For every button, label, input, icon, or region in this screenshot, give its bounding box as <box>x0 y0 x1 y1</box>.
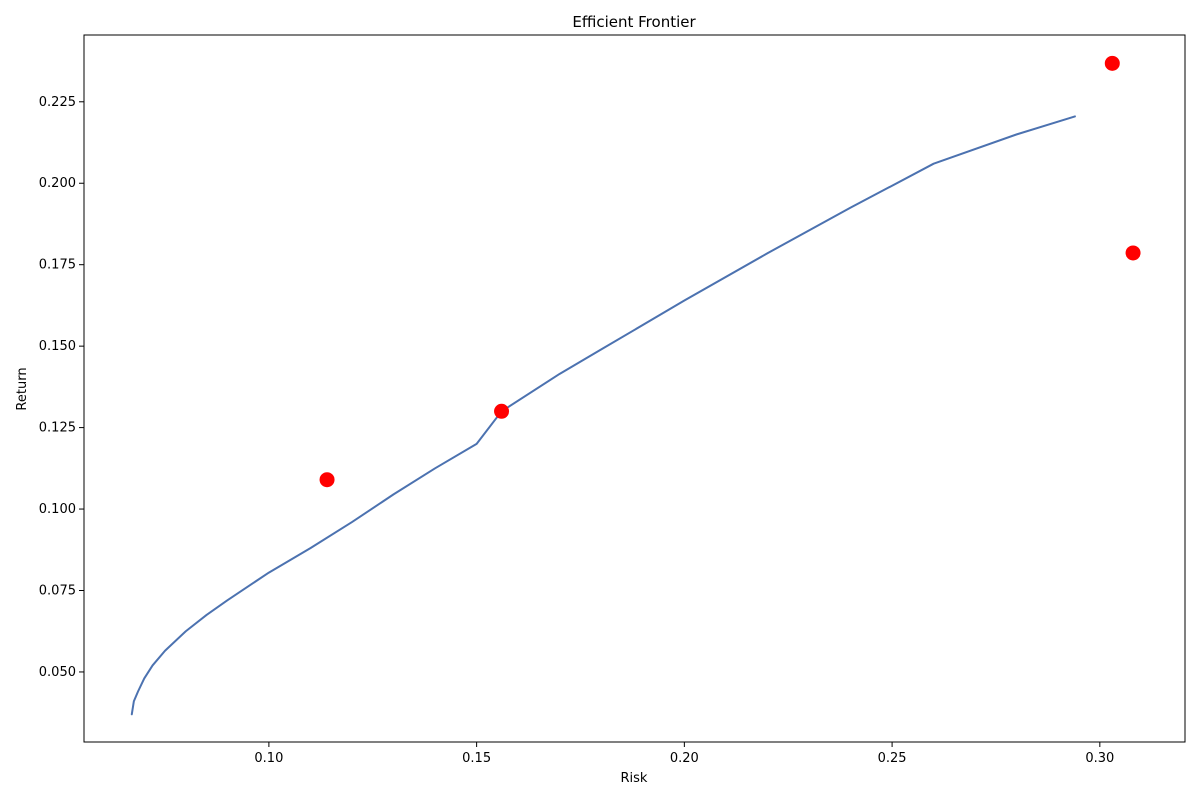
scatter-point-3 <box>1104 55 1120 71</box>
y-axis-label: Return <box>15 367 30 410</box>
y-tick-label: 0.200 <box>39 176 76 191</box>
x-tick-label: 0.25 <box>878 751 907 766</box>
x-tick-label: 0.10 <box>254 751 283 766</box>
y-tick-label: 0.175 <box>39 258 76 273</box>
x-tick-label: 0.30 <box>1085 751 1114 766</box>
scatter-point-1 <box>319 472 335 488</box>
plot-frame <box>83 34 1186 743</box>
plot-area: 0.10 0.15 0.20 0.25 0.30 0.050 0.075 0.100 0.125… <box>39 34 1186 766</box>
y-tick-label: 0.075 <box>39 584 76 599</box>
y-tick-label: 0.100 <box>39 502 76 517</box>
x-axis-label: Risk <box>621 771 648 786</box>
scatter-point-2 <box>494 403 510 419</box>
x-tick-label: 0.20 <box>670 751 699 766</box>
chart-title: Efficient Frontier <box>572 13 696 31</box>
y-tick-label: 0.125 <box>39 421 76 436</box>
x-tick-label: 0.15 <box>462 751 491 766</box>
scatter-point-4 <box>1125 245 1141 261</box>
y-tick-label: 0.225 <box>39 95 76 110</box>
y-tick-label: 0.150 <box>39 339 76 354</box>
y-tick-label: 0.050 <box>39 665 76 680</box>
efficient-frontier-line <box>130 115 1076 716</box>
